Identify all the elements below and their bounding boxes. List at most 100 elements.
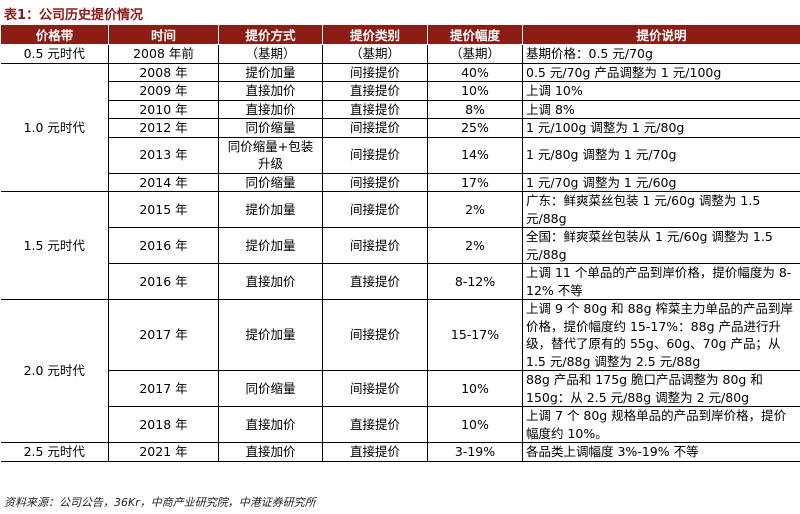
table-row: 2017 年同价缩量 间接提价 10% 88g 产品和 175g 脆口产品调整为 80… [1, 370, 800, 407]
header-cell: 时间 [108, 24, 219, 45]
table-row: 2018 年直接加价 直接提价 10% 上调 7 个 80g 规格单品的产品到岸价格，… [1, 406, 800, 443]
price-band: 1.0 元时代 [0, 62, 109, 192]
description-cell: 88g 产品和 175g 脆口产品调整为 80g 和 150g：从 2.5 元/… [522, 370, 800, 407]
magnitude-cell: 8% [427, 99, 523, 119]
description-cell: 1 元/80g 调整为 1 元/70g [522, 136, 800, 174]
time-cell: 2012 年 [108, 118, 219, 138]
method-cell: 提价加量 [218, 191, 323, 228]
category-cell: 直接提价 [322, 263, 428, 300]
table-title: 表1：公司历史提价情况 [4, 8, 144, 23]
time-cell: 2013 年 [108, 136, 219, 174]
description-cell: 各品类上调幅度 3%-19% 不等 [522, 442, 800, 462]
time-cell: 2009 年 [108, 81, 219, 101]
method-cell: 直接加价 [218, 263, 323, 300]
table-row: 2010 年直接加价 直接提价 8% 上调 8% [1, 99, 800, 119]
method-cell: 同价缩量 [218, 370, 323, 407]
magnitude-cell: 10% [427, 370, 523, 407]
price-band: 2.5 元时代 [0, 442, 109, 462]
magnitude-cell: 17% [427, 172, 523, 192]
time-cell: 2008 年前 [108, 44, 219, 64]
description-cell: 基期价格：0.5 元/70g [522, 44, 800, 64]
method-cell: 直接加价 [218, 99, 323, 119]
magnitude-cell: 14% [427, 136, 523, 174]
price-band: 1.5 元时代 [0, 191, 109, 300]
time-cell: 2016 年 [108, 263, 219, 300]
method-cell: 同价缩量 [218, 172, 323, 192]
description-cell: 上调 8% [522, 99, 800, 119]
category-cell: 间接提价 [322, 299, 428, 371]
table-row: 2016 年直接加价 直接提价 8-12% 上调 11 个单品的产品到岸价格，提价幅度… [1, 263, 800, 300]
method-cell: 直接加价 [218, 81, 323, 101]
header-cell: 提价说明 [522, 24, 800, 45]
magnitude-cell: 15-17% [427, 299, 523, 371]
magnitude-cell: 2% [427, 227, 523, 264]
time-cell: 2018 年 [108, 406, 219, 443]
time-cell: 2017 年 [108, 299, 219, 371]
description-cell: 1 元/100g 调整为 1 元/80g [522, 118, 800, 138]
header-cell: 价格带 [0, 24, 109, 45]
table-row: 0.5 元时代 2008 年前 （基期） （基期） （基期） 基期价格：0.5 元/70g [0, 44, 800, 64]
table-row: 2013 年同价缩量+包装升级 间接提价 14% 1 元/80g 调整为 1 元/70… [1, 136, 800, 174]
method-cell: 同价缩量+包装升级 [218, 136, 323, 174]
table-row: 2.0 元时代 2017 年提价加量 间接提价 15-17% 上调 9 个 80g 和 … [0, 299, 800, 443]
description-cell: 全国：鲜爽菜丝包装从 1 元/60g 调整为 1.5 元/88g [522, 227, 800, 264]
table-row: 1.0 元时代 2008 年提价加量 间接提价 40% 0.5 元/70g 产品调整为 … [0, 62, 800, 192]
category-cell: 间接提价 [322, 227, 428, 264]
description-cell: 上调 9 个 80g 和 88g 榨菜主力单品的产品到岸价格，提价幅度约 15-… [522, 299, 800, 371]
time-cell: 2008 年 [108, 62, 219, 82]
category-cell: 直接提价 [322, 99, 428, 119]
description-cell: 广东：鲜爽菜丝包装 1 元/60g 调整为 1.5 元/88g [522, 191, 800, 228]
table-row: 2014 年同价缩量 间接提价 17% 1 元/70g 调整为 1 元/60g [1, 172, 800, 192]
category-cell: 直接提价 [322, 81, 428, 101]
magnitude-cell: 3-19% [427, 442, 523, 462]
method-cell: 提价加量 [218, 62, 323, 82]
header-cell: 提价类别 [322, 24, 428, 45]
category-cell: 间接提价 [322, 62, 428, 82]
magnitude-cell: 10% [427, 81, 523, 101]
magnitude-cell: 40% [427, 62, 523, 82]
method-cell: 提价加量 [218, 299, 323, 371]
method-cell: 直接加价 [218, 406, 323, 443]
description-cell: 0.5 元/70g 产品调整为 1 元/100g [522, 62, 800, 82]
category-cell: 间接提价 [322, 118, 428, 138]
category-cell: 直接提价 [322, 406, 428, 443]
category-cell: 间接提价 [322, 370, 428, 407]
header-cell: 提价方式 [218, 24, 323, 45]
method-cell: （基期） [218, 44, 323, 64]
category-cell: 直接提价 [322, 442, 428, 462]
time-cell: 2010 年 [108, 99, 219, 119]
table-row: 2012 年同价缩量 间接提价 25% 1 元/100g 调整为 1 元/80g [1, 118, 800, 138]
table-row: 2009 年直接加价 直接提价 10% 上调 10% [1, 81, 800, 101]
header-cell: 提价幅度 [427, 24, 523, 45]
price-table: 价格带 时间 提价方式 提价类别 提价幅度 提价说明 0.5 元时代 2008 年前 （基期）… [0, 24, 800, 462]
description-cell: 上调 11 个单品的产品到岸价格，提价幅度为 8-12% 不等 [522, 263, 800, 300]
price-band: 0.5 元时代 [0, 44, 109, 64]
description-cell: 上调 10% [522, 81, 800, 101]
table-row: 1.5 元时代 2015 年提价加量 间接提价 2% 广东：鲜爽菜丝包装 1 元/60g… [0, 191, 800, 300]
header-row: 价格带 时间 提价方式 提价类别 提价幅度 提价说明 [0, 24, 800, 45]
table-body: 0.5 元时代 2008 年前 （基期） （基期） （基期） 基期价格：0.5 元/70g… [0, 44, 800, 462]
category-cell: 间接提价 [322, 191, 428, 228]
magnitude-cell: 10% [427, 406, 523, 443]
method-cell: 直接加价 [218, 442, 323, 462]
magnitude-cell: （基期） [427, 44, 523, 64]
time-cell: 2014 年 [108, 172, 219, 192]
source-note: 资料来源：公司公告，36Kr，中商产业研究院，中港证券研究所 [4, 496, 316, 509]
category-cell: 间接提价 [322, 136, 428, 174]
magnitude-cell: 8-12% [427, 263, 523, 300]
magnitude-cell: 25% [427, 118, 523, 138]
time-cell: 2016 年 [108, 227, 219, 264]
method-cell: 同价缩量 [218, 118, 323, 138]
time-cell: 2015 年 [108, 191, 219, 228]
table-row: 2.5 元时代 2021 年直接加价 直接提价 3-19% 各品类上调幅度 3%-19%… [0, 442, 800, 462]
method-cell: 提价加量 [218, 227, 323, 264]
category-cell: 间接提价 [322, 172, 428, 192]
time-cell: 2021 年 [108, 442, 219, 462]
table-row: 2016 年提价加量 间接提价 2% 全国：鲜爽菜丝包装从 1 元/60g 调整为 1… [1, 227, 800, 264]
time-cell: 2017 年 [108, 370, 219, 407]
description-cell: 1 元/70g 调整为 1 元/60g [522, 172, 800, 192]
magnitude-cell: 2% [427, 191, 523, 228]
price-band: 2.0 元时代 [0, 299, 109, 443]
category-cell: （基期） [322, 44, 428, 64]
